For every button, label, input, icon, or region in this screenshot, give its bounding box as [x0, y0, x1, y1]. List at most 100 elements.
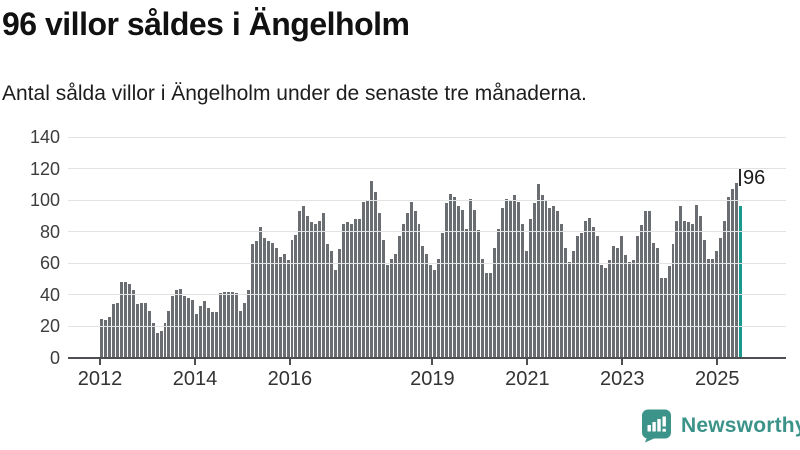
bar	[667, 266, 671, 358]
bar	[441, 233, 445, 358]
bar	[397, 236, 401, 358]
gridline-y-40	[68, 294, 786, 296]
bar	[473, 209, 477, 358]
bar	[306, 215, 310, 358]
y-axis-label-100: 100	[29, 190, 60, 211]
bar	[314, 223, 318, 358]
bar	[604, 268, 607, 358]
gridline-y-60	[68, 262, 786, 264]
bar	[500, 208, 504, 358]
bar	[409, 201, 413, 358]
x-tick-2016	[288, 358, 291, 365]
gridline-y-80	[68, 231, 786, 233]
y-axis-label-80: 80	[39, 221, 60, 242]
bar	[199, 305, 203, 358]
bar	[322, 212, 326, 358]
bar	[330, 250, 334, 358]
bar	[334, 269, 338, 358]
x-tick-2019	[431, 358, 434, 365]
bar	[445, 203, 449, 358]
bar	[536, 184, 540, 358]
bar	[350, 223, 353, 358]
bar	[294, 234, 298, 358]
bar	[588, 217, 592, 358]
bar	[484, 272, 488, 358]
bar	[270, 242, 274, 358]
bar	[119, 282, 123, 358]
bar	[735, 182, 738, 358]
bar	[171, 296, 175, 358]
bar	[135, 304, 139, 358]
bar	[211, 312, 215, 358]
bar	[608, 260, 611, 358]
bar	[504, 198, 508, 358]
bar	[727, 197, 731, 358]
bar	[139, 302, 143, 358]
bar	[389, 258, 393, 358]
bar	[429, 264, 433, 358]
x-axis-label-2012: 2012	[77, 368, 123, 390]
bar	[230, 291, 234, 358]
x-axis-label-2014: 2014	[172, 368, 218, 390]
bar	[107, 316, 111, 358]
bar	[262, 238, 266, 358]
bar	[100, 318, 103, 358]
bar	[266, 241, 270, 358]
bar-series	[100, 137, 742, 358]
bar	[508, 200, 512, 358]
chart-title: 96 villor såldes i Ängelholm	[2, 6, 410, 42]
bar	[481, 258, 484, 358]
gridline-y-120	[68, 168, 786, 170]
bar	[143, 302, 147, 358]
x-axis-line	[68, 357, 786, 359]
bar	[131, 290, 135, 358]
newsworthy-brand: Newsworthy	[641, 409, 800, 443]
bar	[663, 277, 667, 358]
bar	[683, 220, 687, 358]
bar	[401, 223, 405, 358]
bar	[639, 225, 643, 358]
newsworthy-logo-icon	[641, 409, 672, 443]
bar	[103, 320, 107, 358]
bar	[183, 296, 187, 358]
bar	[449, 193, 453, 358]
bar	[361, 201, 365, 358]
bar	[425, 253, 429, 358]
bar	[342, 223, 346, 358]
bar	[477, 230, 480, 358]
bar	[242, 302, 246, 358]
bar	[619, 236, 623, 358]
bar	[405, 212, 409, 358]
bar	[465, 228, 469, 358]
latest-value-label: 96	[738, 167, 766, 189]
bar	[647, 211, 651, 358]
bar	[457, 206, 461, 358]
bar	[592, 226, 596, 358]
bar	[111, 304, 115, 358]
bar	[675, 220, 679, 358]
bar	[627, 261, 631, 358]
bar	[318, 220, 322, 358]
bar	[433, 269, 437, 358]
x-tick-2023	[621, 358, 624, 365]
bar	[250, 244, 254, 358]
bar	[556, 211, 560, 358]
bar	[671, 244, 675, 358]
bar	[417, 223, 421, 358]
gridline-y-20	[68, 325, 786, 327]
bar	[421, 245, 425, 358]
bar	[385, 264, 389, 358]
bar	[560, 223, 564, 358]
bar	[302, 206, 306, 358]
bar-chart-plot-area: 96 0 20 40 60 80 100 120 140 2012 2014 2016 2019 202…	[30, 128, 786, 390]
bar	[643, 211, 647, 358]
bar	[699, 215, 703, 358]
bar	[238, 310, 242, 358]
bar	[596, 236, 600, 358]
bar	[203, 301, 207, 358]
bar	[695, 204, 699, 358]
bar	[381, 239, 385, 358]
bar	[623, 255, 627, 358]
bar	[373, 192, 377, 358]
